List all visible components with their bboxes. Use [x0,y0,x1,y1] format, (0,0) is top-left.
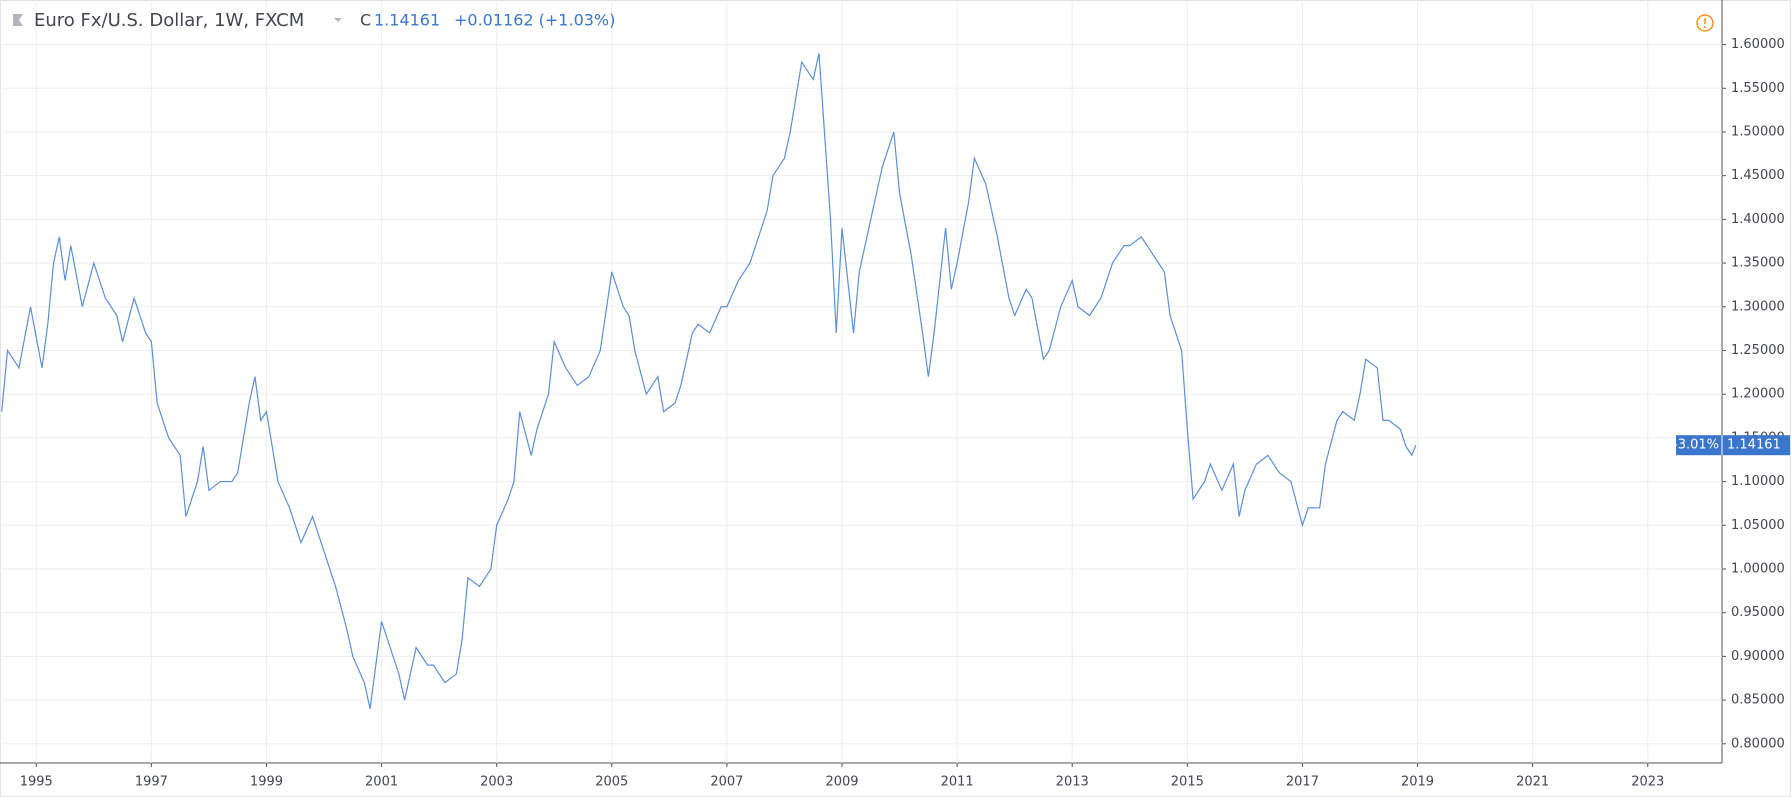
x-tick-label: 2021 [1516,775,1549,790]
price-line [1,53,1417,709]
x-tick-label: 2009 [825,775,858,790]
x-tick-label: 2023 [1631,775,1664,790]
x-tick-label: 2015 [1171,775,1204,790]
y-tick-label: 1.10000 [1731,474,1785,489]
y-tick-label: 1.35000 [1731,256,1785,271]
chart-title: Euro Fx/U.S. Dollar, 1W, FXCM [34,10,304,31]
y-tick-label: 1.20000 [1731,387,1785,402]
grid [0,0,1722,763]
x-tick-label: 1995 [20,775,53,790]
x-tick-label: 1997 [135,775,168,790]
last-price-change: -3.01% [1673,438,1719,453]
y-tick-label: 1.00000 [1731,561,1785,576]
last-price-value: 1.14161 [1727,438,1781,453]
y-tick-label: 1.45000 [1731,168,1785,183]
alert-circle[interactable] [1696,14,1714,32]
x-tick-label: 2005 [595,775,628,790]
x-tick-label: 1999 [250,775,283,790]
close-value: 1.14161 [374,11,440,30]
x-tick-label: 2019 [1401,775,1434,790]
y-tick-label: 0.80000 [1731,736,1785,751]
header: Euro Fx/U.S. Dollar, 1W, FXCM C 1.14161 … [13,10,615,31]
y-tick-label: 1.60000 [1731,37,1785,52]
symbol-icon [13,14,23,26]
alert-icon[interactable] [1696,14,1714,32]
y-tick-label: 0.95000 [1731,605,1785,620]
y-tick-label: 1.25000 [1731,343,1785,358]
last-price-box [1676,435,1790,456]
change-value: +0.01162 (+1.03%) [454,11,615,30]
y-tick-label: 1.55000 [1731,81,1785,96]
plot [1,53,1417,709]
x-tick-label: 2011 [941,775,974,790]
x-tick-label: 2001 [365,775,398,790]
x-tick-label: 2003 [480,775,513,790]
y-tick-label: 1.50000 [1731,124,1785,139]
axes: 0.80000 0.85000 0.90000 0.95000 1.00000 1.050… [20,37,1790,790]
x-tick-label: 2007 [710,775,743,790]
alert-dot[interactable] [1704,26,1706,28]
close-label: C [360,11,371,30]
y-tick-label: 1.40000 [1731,212,1785,227]
y-tick-label: 1.30000 [1731,299,1785,314]
x-tick-label: 2017 [1286,775,1319,790]
y-tick-label: 1.05000 [1731,518,1785,533]
dropdown-icon [334,18,342,22]
y-tick-label: 0.90000 [1731,649,1785,664]
y-tick-label: 0.85000 [1731,693,1785,708]
x-tick-label: 2013 [1056,775,1089,790]
